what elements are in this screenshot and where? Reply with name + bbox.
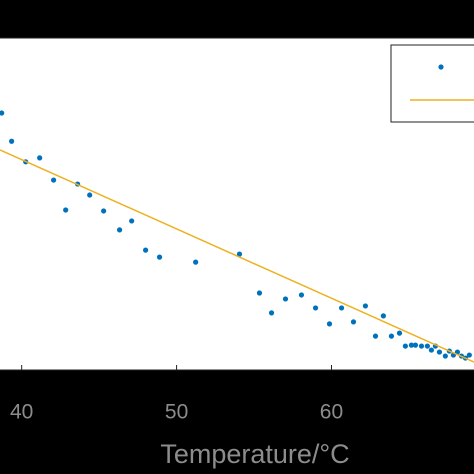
point: [37, 155, 43, 161]
point: [428, 347, 435, 353]
legend-marker: [438, 64, 444, 70]
x-tick-label: 40: [10, 401, 33, 424]
point: [116, 227, 123, 233]
point: [129, 218, 135, 224]
x-tick-label: 50: [165, 401, 188, 424]
x-tick-label: 60: [320, 401, 343, 424]
point: [408, 342, 415, 348]
legend-box: [390, 44, 474, 123]
point: [424, 343, 430, 349]
point: [442, 353, 448, 359]
point: [412, 342, 419, 348]
point: [156, 254, 163, 260]
point: [396, 330, 403, 336]
point: [9, 138, 15, 144]
point: [350, 319, 357, 325]
point: [50, 177, 57, 183]
point: [193, 259, 199, 265]
point: [388, 333, 395, 339]
point: [326, 321, 333, 327]
point: [418, 343, 425, 349]
point: [372, 333, 379, 339]
point: [236, 251, 243, 257]
legend: [390, 44, 474, 123]
point: [63, 207, 69, 213]
x-axis-label: Temperature/°C: [160, 439, 349, 469]
point: [402, 343, 408, 349]
point: [256, 290, 263, 296]
point: [282, 296, 289, 302]
point: [87, 192, 93, 198]
point: [466, 352, 472, 358]
point: [362, 303, 369, 309]
fit-line: [0, 149, 474, 363]
point: [312, 305, 319, 311]
point: [338, 305, 345, 311]
point: [436, 349, 443, 355]
point: [143, 247, 149, 253]
point: [298, 292, 305, 298]
point: [380, 313, 386, 319]
point: [268, 310, 275, 316]
point: [0, 110, 5, 116]
point: [101, 208, 107, 214]
